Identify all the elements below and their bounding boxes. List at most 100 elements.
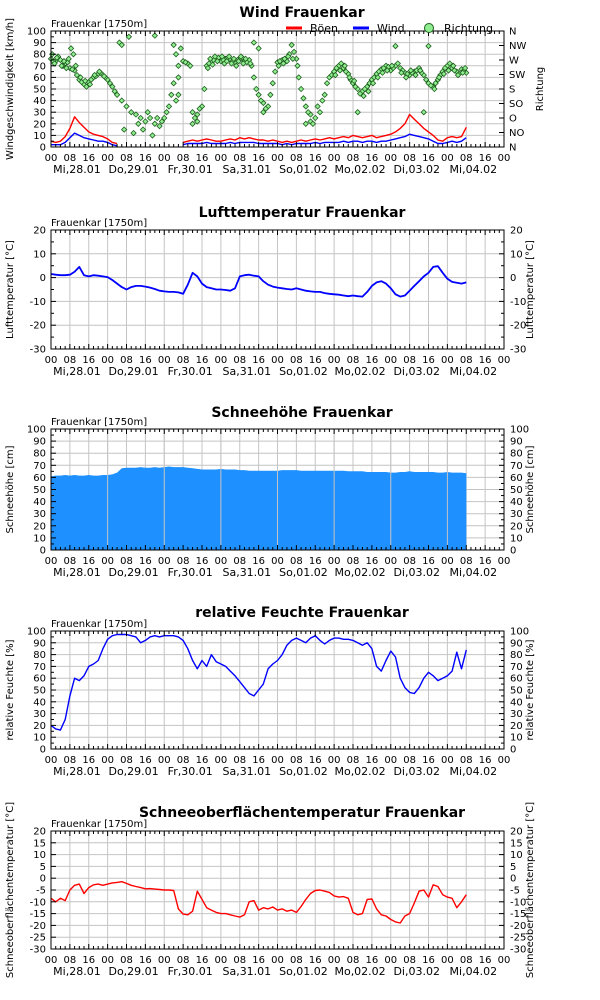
y-axis-label-right: Lufttemperatur [°C] [525, 240, 536, 339]
svg-text:16: 16 [82, 153, 95, 164]
svg-text:Sa,31.01: Sa,31.01 [222, 365, 271, 378]
svg-text:50: 50 [510, 485, 523, 496]
svg-text:Do,29.01: Do,29.01 [108, 163, 158, 176]
svg-text:10: 10 [510, 533, 523, 544]
svg-text:0: 0 [40, 273, 46, 284]
series [51, 429, 467, 550]
svg-text:16: 16 [422, 153, 435, 164]
station-label: Frauenkar [1750m] [51, 819, 147, 830]
series-line [50, 113, 467, 145]
svg-text:00: 00 [101, 955, 114, 966]
svg-text:00: 00 [328, 556, 341, 567]
svg-text:00: 00 [441, 955, 454, 966]
svg-text:08: 08 [64, 556, 77, 567]
svg-text:08: 08 [403, 955, 416, 966]
svg-text:16: 16 [196, 955, 209, 966]
svg-text:08: 08 [177, 355, 190, 366]
frame [50, 229, 505, 350]
svg-text:00: 00 [328, 755, 341, 766]
svg-text:NW: NW [509, 41, 526, 52]
svg-text:00: 00 [498, 153, 511, 164]
svg-text:16: 16 [82, 355, 95, 366]
svg-text:16: 16 [309, 556, 322, 567]
svg-text:90: 90 [33, 638, 46, 649]
svg-text:40: 40 [33, 96, 46, 107]
svg-text:50: 50 [33, 485, 46, 496]
station-label: Frauenkar [1750m] [51, 619, 147, 630]
direction-points [47, 32, 470, 139]
svg-text:Mo,02.02: Mo,02.02 [334, 765, 385, 778]
svg-text:16: 16 [82, 556, 95, 567]
svg-text:W: W [509, 56, 519, 67]
svg-text:08: 08 [177, 755, 190, 766]
svg-text:16: 16 [139, 556, 152, 567]
svg-text:08: 08 [347, 556, 360, 567]
svg-text:0: 0 [40, 745, 46, 756]
svg-text:10: 10 [510, 249, 523, 260]
series [47, 32, 470, 147]
snow-surface-temperature-chart: Schneeoberflächentemperatur Frauenkar -3… [5, 802, 536, 978]
svg-text:16: 16 [139, 153, 152, 164]
svg-text:16: 16 [366, 153, 379, 164]
svg-text:08: 08 [290, 755, 303, 766]
svg-text:16: 16 [479, 755, 492, 766]
svg-text:20: 20 [33, 721, 46, 732]
y-axis-label-right: Richtung [535, 67, 546, 112]
y-axis-label-left: Schneehöhe [cm] [5, 445, 16, 533]
grid [51, 831, 504, 949]
frame [50, 30, 505, 148]
svg-text:-15: -15 [30, 909, 46, 920]
svg-text:20: 20 [33, 521, 46, 532]
svg-text:00: 00 [271, 755, 284, 766]
svg-text:00: 00 [498, 556, 511, 567]
svg-text:0: 0 [510, 874, 516, 885]
svg-text:60: 60 [33, 473, 46, 484]
svg-text:15: 15 [510, 838, 523, 849]
svg-text:Sa,31.01: Sa,31.01 [222, 566, 271, 579]
svg-text:00: 00 [158, 153, 171, 164]
svg-text:0: 0 [40, 143, 46, 154]
svg-text:00: 00 [384, 755, 397, 766]
svg-text:16: 16 [196, 556, 209, 567]
svg-text:16: 16 [309, 955, 322, 966]
svg-text:-20: -20 [30, 321, 46, 332]
svg-text:Do,29.01: Do,29.01 [108, 566, 158, 579]
svg-text:00: 00 [215, 755, 228, 766]
svg-text:08: 08 [403, 755, 416, 766]
svg-text:100: 100 [510, 425, 529, 436]
svg-text:-10: -10 [510, 297, 526, 308]
svg-text:40: 40 [510, 697, 523, 708]
svg-text:Di,03.02: Di,03.02 [393, 365, 440, 378]
svg-text:-25: -25 [30, 933, 46, 944]
svg-text:Mi,28.01: Mi,28.01 [53, 965, 101, 978]
svg-text:08: 08 [403, 153, 416, 164]
svg-text:Richtung: Richtung [444, 22, 493, 35]
svg-text:00: 00 [271, 153, 284, 164]
svg-text:10: 10 [510, 733, 523, 744]
svg-text:08: 08 [347, 355, 360, 366]
svg-text:20: 20 [510, 827, 523, 838]
svg-text:00: 00 [384, 556, 397, 567]
svg-text:30: 30 [33, 709, 46, 720]
svg-text:100: 100 [27, 627, 46, 638]
svg-text:90: 90 [33, 437, 46, 448]
svg-text:So,01.02: So,01.02 [279, 965, 328, 978]
svg-text:00: 00 [158, 556, 171, 567]
svg-text:00: 00 [441, 755, 454, 766]
svg-text:16: 16 [366, 355, 379, 366]
svg-text:08: 08 [177, 955, 190, 966]
svg-text:08: 08 [64, 153, 77, 164]
svg-text:SW: SW [509, 70, 525, 81]
svg-text:-15: -15 [510, 909, 526, 920]
svg-text:08: 08 [460, 355, 473, 366]
svg-text:08: 08 [233, 153, 246, 164]
snow-surface-temperature-chart-title: Schneeoberflächentemperatur Frauenkar [139, 805, 465, 821]
svg-text:0: 0 [510, 745, 516, 756]
svg-text:0: 0 [510, 546, 516, 557]
svg-text:08: 08 [460, 556, 473, 567]
svg-text:16: 16 [196, 355, 209, 366]
svg-text:16: 16 [366, 955, 379, 966]
svg-text:16: 16 [252, 153, 265, 164]
